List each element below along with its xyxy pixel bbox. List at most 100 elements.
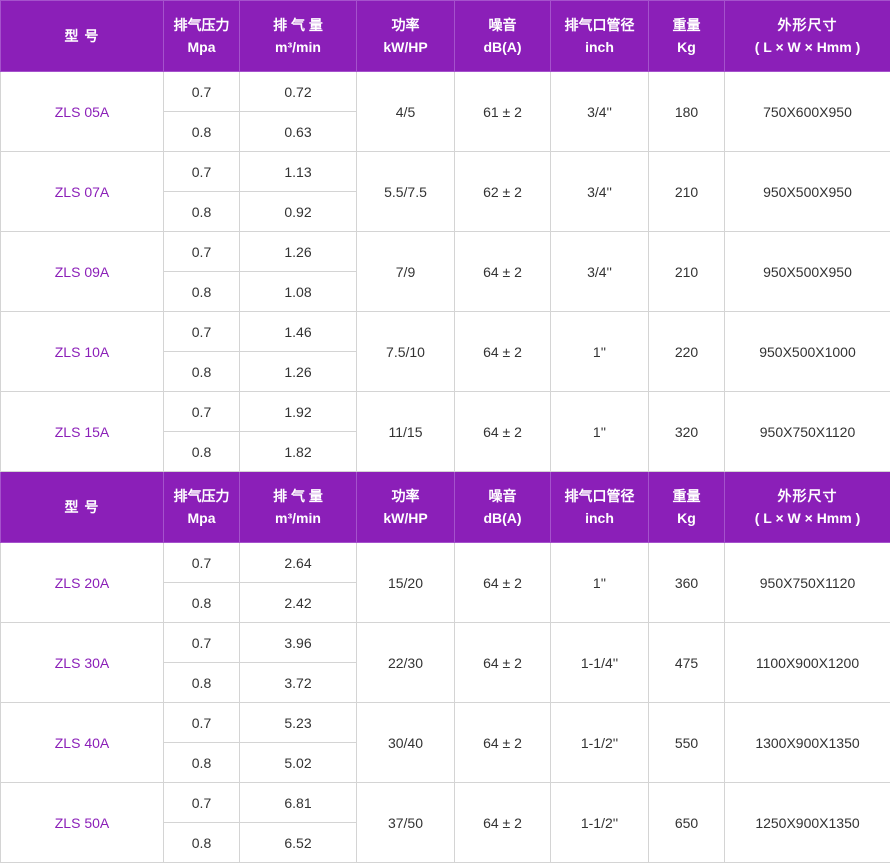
pressure-cell: 0.8	[163, 822, 240, 863]
pressure-cell: 0.7	[163, 542, 240, 583]
weight-cell: 550	[648, 702, 725, 783]
header-pressure: 排气压力 Mpa	[163, 0, 240, 72]
flow-cell: 5.02	[239, 742, 357, 783]
weight-cell: 180	[648, 71, 725, 152]
flow-cell: 1.13	[239, 151, 357, 192]
flow-cell: 0.92	[239, 191, 357, 232]
flow-cell: 2.42	[239, 582, 357, 623]
pipe-cell: 1-1/2''	[550, 782, 649, 863]
pressure-cell: 0.7	[163, 391, 240, 432]
noise-cell: 64 ± 2	[454, 702, 551, 783]
size-cell: 950X500X950	[724, 231, 890, 312]
size-cell: 750X600X950	[724, 71, 890, 152]
weight-cell: 210	[648, 151, 725, 232]
table-row: ZLS 20A 0.7 2.64 15/20 64 ± 2 1'' 360 95…	[0, 542, 890, 623]
weight-cell: 650	[648, 782, 725, 863]
pipe-cell: 1-1/2''	[550, 702, 649, 783]
noise-cell: 64 ± 2	[454, 542, 551, 623]
pressure-cell: 0.7	[163, 151, 240, 192]
table-row: ZLS 10A 0.7 1.46 7.5/10 64 ± 2 1'' 220 9…	[0, 311, 890, 392]
table-row: 0.8 2.42	[1, 582, 890, 623]
table-row: ZLS 05A 0.7 0.72 4/5 61 ± 2 3/4'' 180 75…	[0, 71, 890, 152]
flow-cell: 5.23	[239, 702, 357, 743]
size-cell: 950X750X1120	[724, 542, 890, 623]
table-row: 0.8 1.26	[1, 351, 890, 392]
model-cell: ZLS 05A	[0, 71, 164, 152]
table-row: 0.8 6.52	[1, 822, 890, 863]
header-model: 型 号	[0, 0, 164, 72]
flow-cell: 2.64	[239, 542, 357, 583]
weight-cell: 220	[648, 311, 725, 392]
header-pressure: 排气压力 Mpa	[163, 471, 240, 543]
size-cell: 1300X900X1350	[724, 702, 890, 783]
pressure-cell: 0.8	[163, 191, 240, 232]
pressure-cell: 0.8	[163, 662, 240, 703]
noise-cell: 62 ± 2	[454, 151, 551, 232]
header-row: 型 号 排气压力 Mpa 排 气 量 m³/min 功率 kW/HP 噪音 dB(A) …	[0, 0, 890, 72]
pipe-cell: 1''	[550, 391, 649, 472]
table-row: 0.8 3.72	[1, 662, 890, 703]
size-cell: 1250X900X1350	[724, 782, 890, 863]
size-cell: 1100X900X1200	[724, 622, 890, 703]
noise-cell: 64 ± 2	[454, 391, 551, 472]
model-cell: ZLS 09A	[0, 231, 164, 312]
table-row: ZLS 09A 0.7 1.26 7/9 64 ± 2 3/4'' 210 95…	[0, 231, 890, 312]
model-cell: ZLS 50A	[0, 782, 164, 863]
header-pipe: 排气口管径 inch	[550, 0, 649, 72]
model-cell: ZLS 07A	[0, 151, 164, 232]
pipe-cell: 3/4''	[550, 71, 649, 152]
header-pipe: 排气口管径 inch	[550, 471, 649, 543]
size-cell: 950X500X950	[724, 151, 890, 232]
table-row: 0.8 1.82	[1, 431, 890, 472]
flow-cell: 1.26	[239, 231, 357, 272]
flow-cell: 1.08	[239, 271, 357, 312]
weight-cell: 210	[648, 231, 725, 312]
pressure-cell: 0.8	[163, 351, 240, 392]
power-cell: 7/9	[356, 231, 455, 312]
noise-cell: 64 ± 2	[454, 622, 551, 703]
flow-cell: 6.52	[239, 822, 357, 863]
weight-cell: 360	[648, 542, 725, 623]
model-cell: ZLS 15A	[0, 391, 164, 472]
header-size: 外形尺寸( L × W × Hmm )	[724, 0, 890, 72]
flow-cell: 1.26	[239, 351, 357, 392]
pipe-cell: 3/4''	[550, 231, 649, 312]
header-weight: 重量 Kg	[648, 0, 725, 72]
pipe-cell: 1''	[550, 542, 649, 623]
flow-cell: 1.82	[239, 431, 357, 472]
pressure-cell: 0.8	[163, 742, 240, 783]
power-cell: 37/50	[356, 782, 455, 863]
power-cell: 4/5	[356, 71, 455, 152]
pressure-cell: 0.8	[163, 111, 240, 152]
model-cell: ZLS 10A	[0, 311, 164, 392]
flow-cell: 3.96	[239, 622, 357, 663]
power-cell: 15/20	[356, 542, 455, 623]
power-cell: 5.5/7.5	[356, 151, 455, 232]
flow-cell: 0.72	[239, 71, 357, 112]
pressure-cell: 0.7	[163, 231, 240, 272]
power-cell: 11/15	[356, 391, 455, 472]
size-cell: 950X500X1000	[724, 311, 890, 392]
model-cell: ZLS 30A	[0, 622, 164, 703]
flow-cell: 0.63	[239, 111, 357, 152]
table-row: 0.8 1.08	[1, 271, 890, 312]
flow-cell: 1.46	[239, 311, 357, 352]
pressure-cell: 0.8	[163, 582, 240, 623]
header-flow: 排 气 量 m³/min	[239, 471, 357, 543]
table-row: 0.8 0.63	[1, 111, 890, 152]
noise-cell: 64 ± 2	[454, 231, 551, 312]
flow-cell: 3.72	[239, 662, 357, 703]
table-row: ZLS 07A 0.7 1.13 5.5/7.5 62 ± 2 3/4'' 21…	[0, 151, 890, 232]
flow-cell: 6.81	[239, 782, 357, 823]
pressure-cell: 0.7	[163, 311, 240, 352]
pressure-cell: 0.7	[163, 622, 240, 663]
table-row: ZLS 40A 0.7 5.23 30/40 64 ± 2 1-1/2'' 55…	[0, 702, 890, 783]
header-flow: 排 气 量 m³/min	[239, 0, 357, 72]
header-power: 功率 kW/HP	[356, 471, 455, 543]
table-row: ZLS 15A 0.7 1.92 11/15 64 ± 2 1'' 320 95…	[0, 391, 890, 472]
header-power: 功率 kW/HP	[356, 0, 455, 72]
pipe-cell: 1''	[550, 311, 649, 392]
table-row: ZLS 30A 0.7 3.96 22/30 64 ± 2 1-1/4'' 47…	[0, 622, 890, 703]
weight-cell: 320	[648, 391, 725, 472]
noise-cell: 64 ± 2	[454, 782, 551, 863]
